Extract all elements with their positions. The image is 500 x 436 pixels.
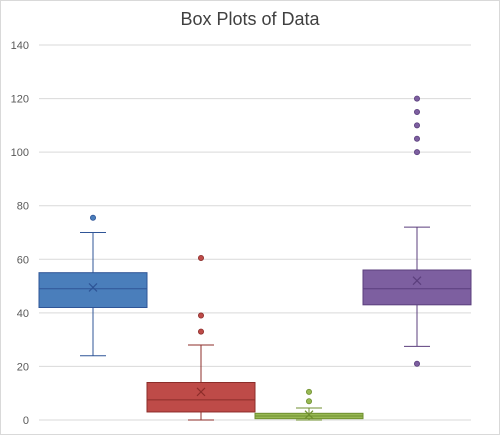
outlier-point-3-4 — [413, 108, 420, 115]
outlier-point-3-1 — [413, 149, 420, 156]
y-tick-label-4: 80 — [17, 201, 29, 213]
mean-marker-0 — [88, 282, 98, 292]
outlier-point-1-2 — [197, 254, 204, 261]
outlier-point-0-0 — [90, 214, 97, 221]
outlier-point-3-0 — [413, 360, 420, 367]
y-tick-label-5: 100 — [11, 147, 29, 159]
mean-marker-3 — [412, 276, 422, 286]
outlier-point-2-1 — [305, 388, 312, 395]
chart-title: Box Plots of Data — [180, 9, 320, 29]
mean-marker-2 — [304, 410, 314, 420]
box-0 — [38, 272, 148, 308]
box-1 — [146, 382, 256, 413]
y-tick-label-7: 140 — [11, 40, 29, 52]
y-tick-label-2: 40 — [17, 308, 29, 320]
y-tick-label-3: 60 — [17, 254, 29, 266]
y-tick-label-6: 120 — [11, 94, 29, 106]
outlier-point-1-1 — [197, 312, 204, 319]
outlier-point-3-2 — [413, 135, 420, 142]
outlier-point-3-5 — [413, 95, 420, 102]
box-3 — [362, 269, 472, 306]
y-tick-label-0: 0 — [23, 415, 29, 427]
mean-marker-1 — [196, 387, 206, 397]
outlier-point-1-0 — [197, 328, 204, 335]
outlier-point-3-3 — [413, 122, 420, 129]
y-tick-label-1: 20 — [17, 361, 29, 373]
outlier-point-2-0 — [305, 398, 312, 405]
